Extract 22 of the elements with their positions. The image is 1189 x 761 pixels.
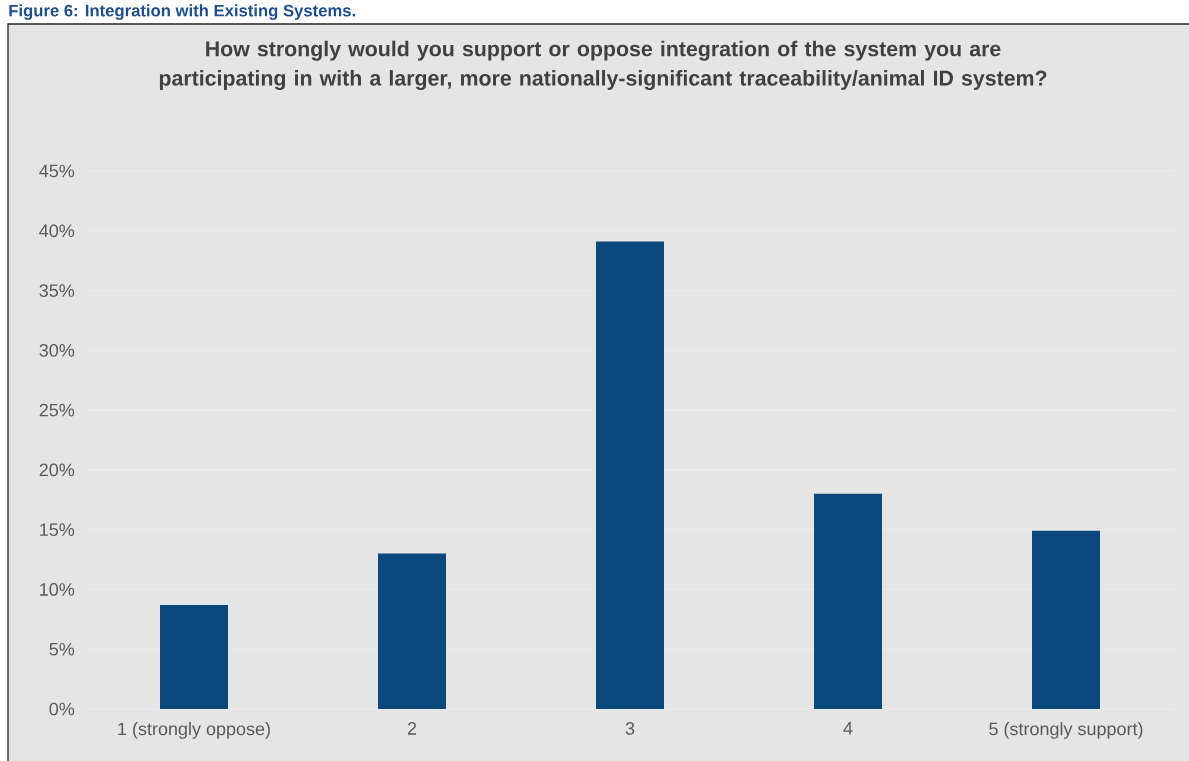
bar	[596, 241, 665, 709]
x-tick-label: 4	[843, 722, 853, 735]
y-tick-label: 40%	[39, 224, 75, 238]
y-tick-label: 30%	[39, 343, 75, 357]
caption: Figure 6: Integration with Existing Systems.	[9, 4, 356, 20]
chart-title: How strongly would you support or oppose integration of the system you are participating in with a larger, more nationally-significant traceability/animal ID system?	[159, 40, 1047, 91]
y-tick-label: 0%	[49, 702, 75, 716]
y-tick-label: 45%	[39, 164, 75, 178]
y-tick-label: 35%	[39, 284, 75, 297]
x-tick-label: 5 (strongly support)	[989, 722, 1143, 739]
y-tick-label: 20%	[39, 463, 75, 477]
y-tick-label: 25%	[39, 403, 75, 417]
y-tick-label: 5%	[49, 642, 75, 656]
x-tick-label: 3	[625, 722, 635, 735]
bar	[160, 604, 228, 709]
y-tick-label: 10%	[40, 583, 75, 596]
bar	[378, 553, 446, 709]
x-tick-label: 2	[407, 722, 417, 735]
y-tick-label: 15%	[40, 523, 75, 536]
bar	[1032, 530, 1101, 709]
x-tick-label: 1 (strongly oppose)	[118, 722, 270, 739]
bar	[814, 493, 883, 709]
